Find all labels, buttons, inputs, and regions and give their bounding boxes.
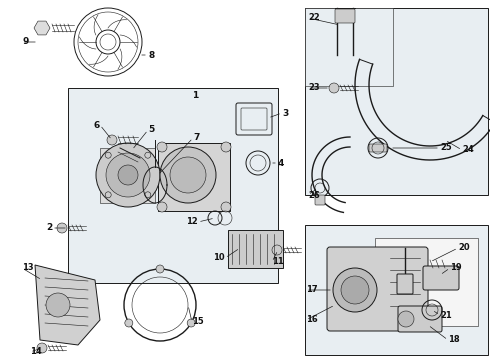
FancyBboxPatch shape xyxy=(398,306,442,332)
Circle shape xyxy=(96,143,160,207)
Circle shape xyxy=(145,192,151,198)
Circle shape xyxy=(37,343,47,353)
Circle shape xyxy=(333,268,377,312)
Text: 4: 4 xyxy=(278,158,284,167)
Circle shape xyxy=(160,147,216,203)
FancyBboxPatch shape xyxy=(315,195,325,205)
Circle shape xyxy=(157,202,167,212)
Circle shape xyxy=(221,202,231,212)
Text: 2: 2 xyxy=(46,224,52,233)
Circle shape xyxy=(329,83,339,93)
Circle shape xyxy=(145,152,151,158)
Text: 21: 21 xyxy=(440,310,452,320)
Circle shape xyxy=(398,311,414,327)
Text: 5: 5 xyxy=(148,126,154,135)
Text: 12: 12 xyxy=(186,217,198,226)
Circle shape xyxy=(187,319,195,327)
Text: 16: 16 xyxy=(306,315,318,324)
Circle shape xyxy=(125,319,133,327)
Text: 11: 11 xyxy=(272,257,284,266)
Text: 18: 18 xyxy=(448,336,460,345)
Circle shape xyxy=(105,152,111,158)
Text: 17: 17 xyxy=(306,285,318,294)
Text: 24: 24 xyxy=(462,145,474,154)
Text: 7: 7 xyxy=(193,134,199,143)
Text: 1: 1 xyxy=(192,90,198,99)
Bar xyxy=(305,225,488,355)
Text: 26: 26 xyxy=(308,190,320,199)
Circle shape xyxy=(272,245,282,255)
Text: 14: 14 xyxy=(30,347,42,356)
FancyBboxPatch shape xyxy=(369,144,387,152)
Circle shape xyxy=(156,265,164,273)
Bar xyxy=(305,8,393,86)
FancyBboxPatch shape xyxy=(335,9,355,23)
Text: 9: 9 xyxy=(22,37,28,46)
Text: 22: 22 xyxy=(308,13,320,22)
Bar xyxy=(158,143,230,211)
Bar xyxy=(228,230,283,268)
Polygon shape xyxy=(35,265,100,345)
Text: 6: 6 xyxy=(94,121,100,130)
Circle shape xyxy=(57,223,67,233)
Text: 10: 10 xyxy=(213,253,225,262)
Text: 3: 3 xyxy=(282,108,288,117)
Polygon shape xyxy=(34,21,50,35)
Text: 13: 13 xyxy=(22,264,34,273)
Circle shape xyxy=(106,153,150,197)
Circle shape xyxy=(170,157,206,193)
Circle shape xyxy=(221,142,231,152)
Bar xyxy=(305,8,488,195)
Text: 8: 8 xyxy=(148,50,154,59)
Text: 15: 15 xyxy=(192,318,204,327)
Bar xyxy=(375,238,478,326)
FancyBboxPatch shape xyxy=(327,247,428,331)
FancyBboxPatch shape xyxy=(397,274,413,294)
Circle shape xyxy=(105,192,111,198)
Circle shape xyxy=(341,276,369,304)
Text: 23: 23 xyxy=(308,84,319,93)
Circle shape xyxy=(157,142,167,152)
Text: 25: 25 xyxy=(440,144,452,153)
Text: 20: 20 xyxy=(458,243,469,252)
Bar xyxy=(100,148,155,203)
Circle shape xyxy=(46,293,70,317)
Circle shape xyxy=(118,165,138,185)
FancyBboxPatch shape xyxy=(423,266,459,290)
Bar xyxy=(68,88,278,283)
Circle shape xyxy=(107,135,117,145)
Text: 19: 19 xyxy=(450,264,462,273)
